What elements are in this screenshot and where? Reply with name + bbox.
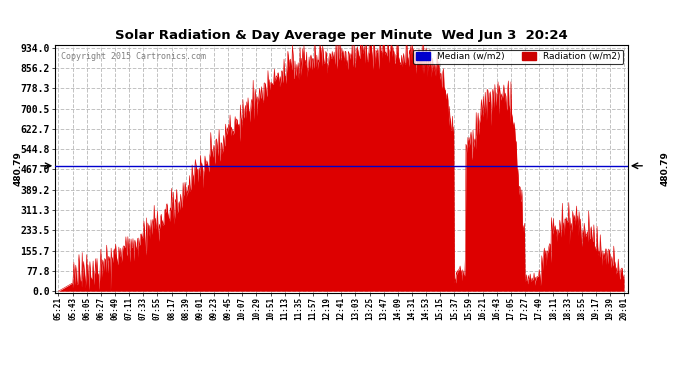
Text: 480.79: 480.79 <box>660 151 669 186</box>
Text: 480.79: 480.79 <box>14 151 23 186</box>
Title: Solar Radiation & Day Average per Minute  Wed Jun 3  20:24: Solar Radiation & Day Average per Minute… <box>115 30 568 42</box>
Legend: Median (w/m2), Radiation (w/m2): Median (w/m2), Radiation (w/m2) <box>413 50 623 64</box>
Text: Copyright 2015 Cartronics.com: Copyright 2015 Cartronics.com <box>61 53 206 62</box>
